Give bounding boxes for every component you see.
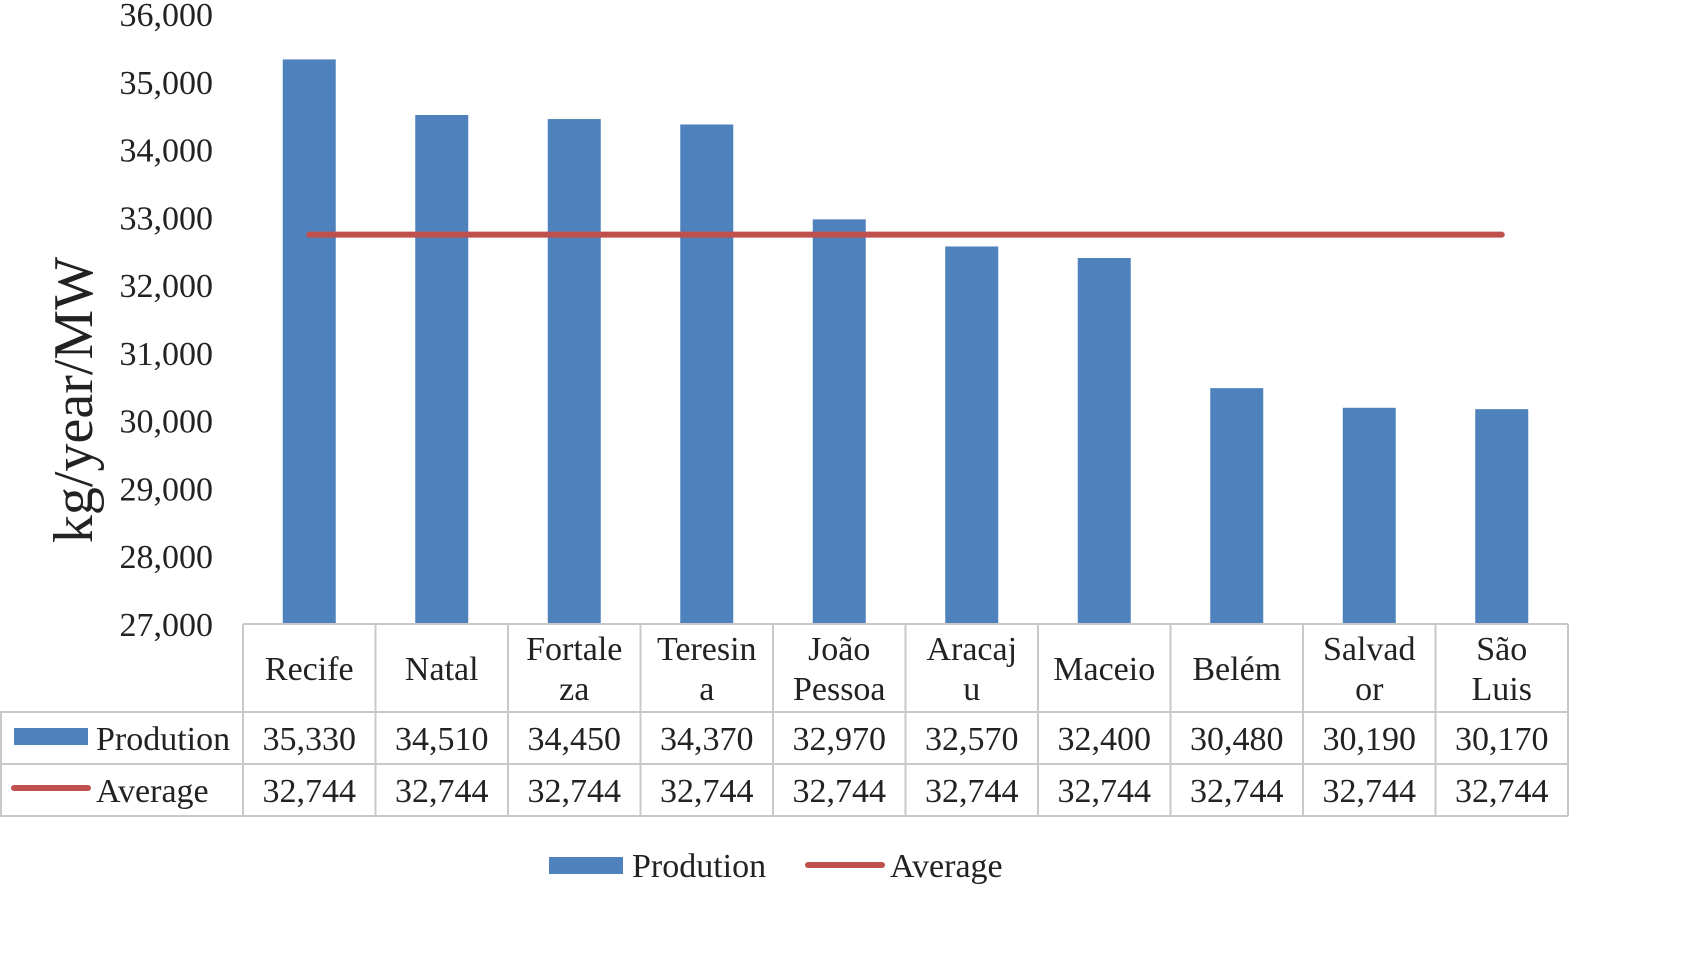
y-tick-label: 29,000 bbox=[120, 471, 214, 508]
data-label: 32,744 bbox=[1190, 773, 1284, 810]
category-label: Natal bbox=[405, 651, 479, 688]
y-tick-label: 30,000 bbox=[120, 404, 214, 441]
data-label: 35,330 bbox=[263, 721, 357, 758]
legend-label-prodution: Prodution bbox=[632, 848, 766, 885]
category-label: Pessoa bbox=[793, 671, 886, 708]
data-label: 32,744 bbox=[660, 773, 754, 810]
category-label: Salvad bbox=[1323, 631, 1416, 668]
category-label: Fortale bbox=[526, 631, 622, 668]
y-tick-label: 33,000 bbox=[120, 200, 214, 237]
data-label: 32,744 bbox=[528, 773, 622, 810]
category-label: Recife bbox=[265, 651, 354, 688]
y-tick-label: 28,000 bbox=[120, 539, 214, 576]
bar-series bbox=[282, 59, 1529, 625]
data-label: 32,570 bbox=[925, 721, 1019, 758]
data-label: 32,744 bbox=[395, 773, 489, 810]
data-label: 32,744 bbox=[1058, 773, 1152, 810]
data-label: 32,744 bbox=[263, 773, 357, 810]
data-label: 32,400 bbox=[1058, 721, 1152, 758]
data-label: 34,370 bbox=[660, 721, 754, 758]
category-label: or bbox=[1355, 671, 1384, 708]
category-label: Maceio bbox=[1053, 651, 1155, 688]
data-label: 34,510 bbox=[395, 721, 489, 758]
y-tick-label: 27,000 bbox=[120, 607, 214, 644]
bar-9 bbox=[1475, 409, 1529, 624]
y-tick-label: 32,000 bbox=[120, 268, 214, 305]
data-label: 32,744 bbox=[793, 773, 887, 810]
bar-8 bbox=[1342, 407, 1396, 624]
category-label: João bbox=[808, 631, 870, 668]
category-label: Luis bbox=[1472, 671, 1532, 708]
data-label: 32,744 bbox=[925, 773, 1019, 810]
bar-5 bbox=[945, 246, 999, 624]
category-label: u bbox=[963, 671, 980, 708]
data-label: 30,480 bbox=[1190, 721, 1284, 758]
data-label: 32,744 bbox=[1323, 773, 1417, 810]
bar-7 bbox=[1210, 388, 1264, 624]
bar-0 bbox=[282, 59, 336, 624]
legend-key-prodution bbox=[549, 857, 623, 874]
category-label: a bbox=[699, 671, 714, 708]
y-tick-label: 36,000 bbox=[120, 0, 214, 34]
data-label: 32,970 bbox=[793, 721, 887, 758]
category-label: Aracaj bbox=[926, 631, 1017, 668]
y-axis-label: kg/year/MW bbox=[43, 257, 105, 543]
data-label: 32,744 bbox=[1455, 773, 1549, 810]
bar-4 bbox=[812, 219, 866, 624]
legend: Prodution Average bbox=[549, 848, 1003, 885]
bar-3 bbox=[680, 124, 734, 624]
category-label: Belém bbox=[1192, 651, 1281, 688]
data-label: 30,190 bbox=[1323, 721, 1417, 758]
y-tick-label: 35,000 bbox=[120, 65, 214, 102]
bar-2 bbox=[547, 119, 601, 625]
y-tick-label: 34,000 bbox=[120, 133, 214, 170]
category-label: za bbox=[559, 671, 589, 708]
data-label: 30,170 bbox=[1455, 721, 1549, 758]
table-key-prodution bbox=[14, 728, 88, 745]
category-label: São bbox=[1476, 631, 1527, 668]
row-header-average: Average bbox=[96, 773, 209, 810]
bar-1 bbox=[415, 114, 469, 624]
category-label: Teresin bbox=[657, 631, 757, 668]
bar-6 bbox=[1077, 258, 1131, 624]
y-axis-ticks: 27,000 28,000 29,000 30,000 31,000 32,000 33,0… bbox=[120, 0, 214, 644]
legend-label-average: Average bbox=[890, 848, 1003, 885]
y-tick-label: 31,000 bbox=[120, 336, 214, 373]
row-header-prodution: Prodution bbox=[96, 721, 230, 758]
data-label: 34,450 bbox=[528, 721, 622, 758]
